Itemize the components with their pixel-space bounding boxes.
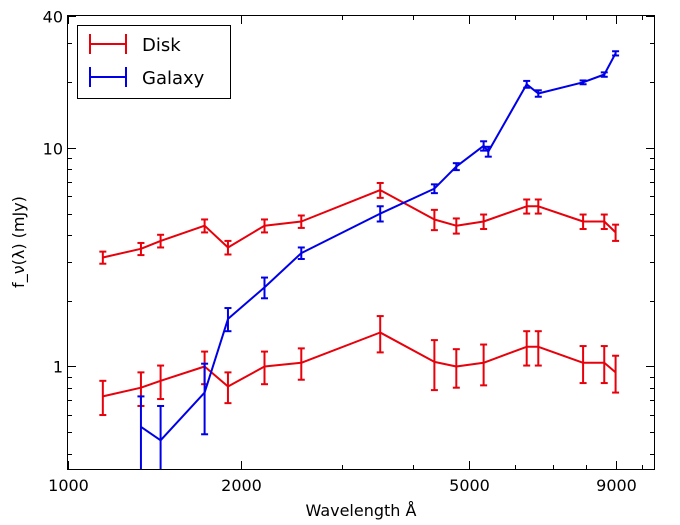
x-tick-label: 5000 [449,476,490,495]
legend-label-galaxy: Galaxy [142,68,205,89]
y-tick-label: 1 [53,358,63,377]
plot-frame [67,15,655,470]
x-axis-title: Wavelength Å [306,501,417,520]
legend: Disk Galaxy [77,25,231,99]
x-tick-label: 9000 [596,476,637,495]
series-line-disk [102,331,617,398]
legend-label-disk: Disk [142,35,181,56]
x-tick-label: 1000 [48,476,89,495]
y-tick-label: 40 [43,8,63,27]
y-tick-label: 10 [43,140,63,159]
series-line-disk [102,189,617,259]
series-layer [99,50,620,469]
y-axis-title: f_ν(λ) (mJy) [9,196,29,288]
legend-box [77,25,231,99]
ticks-layer [68,16,654,469]
x-tick-label: 2000 [221,476,262,495]
ticklabel-layer: 1000 2000 5000 9000 1 10 40 [43,8,637,496]
legend-items: Disk Galaxy [89,34,205,89]
series-line-galaxy [140,52,617,442]
